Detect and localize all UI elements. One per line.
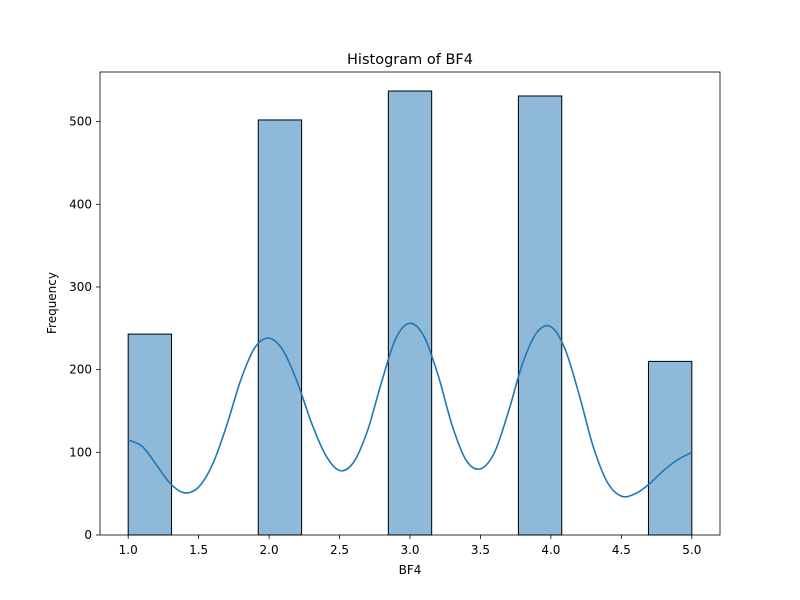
histogram-bar bbox=[517, 95, 563, 536]
x-axis-ticks: 1.0 1.5 2.0 2.5 3.0 3.5 4.0 4.5 5.0 bbox=[119, 535, 701, 557]
x-tick-label: 2.0 bbox=[260, 543, 279, 557]
x-tick-label: 5.0 bbox=[682, 543, 701, 557]
y-tick-label: 300 bbox=[69, 280, 92, 294]
y-tick-label: 200 bbox=[69, 363, 92, 377]
x-tick-label: 4.0 bbox=[541, 543, 560, 557]
y-tick-label: 500 bbox=[69, 115, 92, 129]
x-tick-label: 3.0 bbox=[400, 543, 419, 557]
histogram-bar bbox=[127, 333, 173, 536]
x-tick-label: 1.5 bbox=[189, 543, 208, 557]
histogram-bar bbox=[387, 90, 433, 536]
y-axis-ticks: 0 100 200 300 400 500 bbox=[69, 115, 100, 542]
histogram-bar bbox=[647, 360, 693, 536]
chart-title: Histogram of BF4 bbox=[347, 52, 473, 68]
x-axis-label: BF4 bbox=[399, 563, 422, 577]
x-tick-label: 3.5 bbox=[471, 543, 490, 557]
y-tick-label: 0 bbox=[84, 528, 92, 542]
y-axis-label: Frequency bbox=[45, 272, 59, 334]
y-tick-label: 100 bbox=[69, 445, 92, 459]
y-tick-label: 400 bbox=[69, 197, 92, 211]
x-tick-label: 1.0 bbox=[119, 543, 138, 557]
kde-curve bbox=[127, 322, 693, 498]
histogram-bar bbox=[257, 119, 303, 536]
histogram-bars bbox=[127, 90, 693, 536]
x-tick-label: 2.5 bbox=[330, 543, 349, 557]
x-tick-label: 4.5 bbox=[612, 543, 631, 557]
